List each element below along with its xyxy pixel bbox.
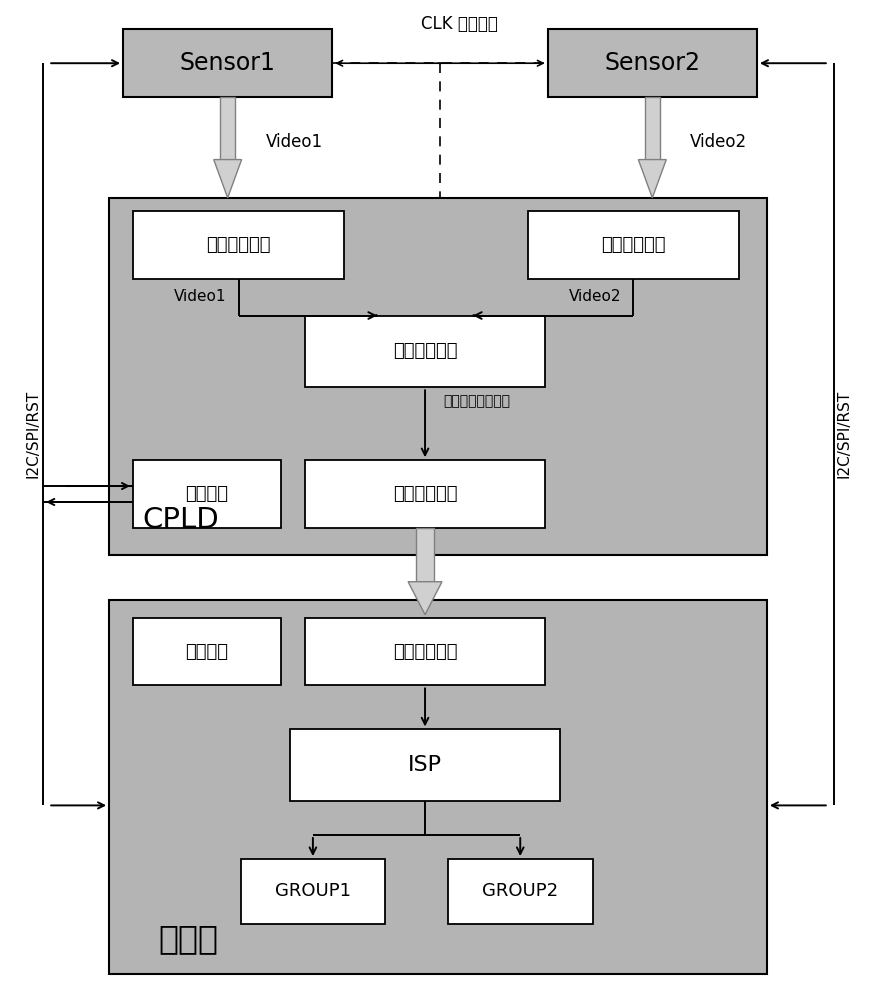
Text: GROUP1: GROUP1 [275,882,351,900]
Text: GROUP2: GROUP2 [482,882,559,900]
Bar [547,29,757,97]
Bar [133,460,281,528]
Bar [448,859,593,924]
Text: Video2: Video2 [569,289,622,304]
Text: 通信模块: 通信模块 [185,485,228,503]
Text: I2C/SPI/RST: I2C/SPI/RST [25,390,41,478]
Text: Sensor1: Sensor1 [180,51,275,75]
Bar [305,316,545,387]
Text: 通信模块: 通信模块 [185,643,228,661]
Bar [645,97,660,160]
Polygon shape [214,160,242,198]
Text: Video1: Video1 [175,289,226,304]
Bar [305,618,545,685]
Bar [220,97,235,160]
Text: ISP: ISP [408,755,442,775]
Text: 接口转换模块: 接口转换模块 [601,236,666,254]
Text: 主芯片: 主芯片 [159,922,218,955]
Text: I2C/SPI/RST: I2C/SPI/RST [836,390,852,478]
Polygon shape [408,582,442,615]
Text: 两路视频混合信号: 两路视频混合信号 [443,394,510,408]
Bar [240,859,385,924]
Text: 视频输入接口: 视频输入接口 [393,643,457,661]
Text: Video1: Video1 [266,133,323,151]
Text: Sensor2: Sensor2 [604,51,701,75]
Text: CPLD: CPLD [142,506,219,534]
Bar [305,460,545,528]
Bar [133,211,345,279]
Text: CLK 参考时钟: CLK 参考时钟 [422,15,498,33]
Bar [416,528,434,582]
Text: 数据输出模块: 数据输出模块 [393,485,457,503]
Text: Video2: Video2 [690,133,747,151]
Bar [133,618,281,685]
Bar [290,729,560,801]
Bar [123,29,332,97]
Text: 数据拼接模块: 数据拼接模块 [393,342,457,360]
Polygon shape [638,160,667,198]
Bar [528,211,739,279]
Bar [109,198,767,555]
Text: 接口转换模块: 接口转换模块 [206,236,271,254]
Bar [109,600,767,974]
